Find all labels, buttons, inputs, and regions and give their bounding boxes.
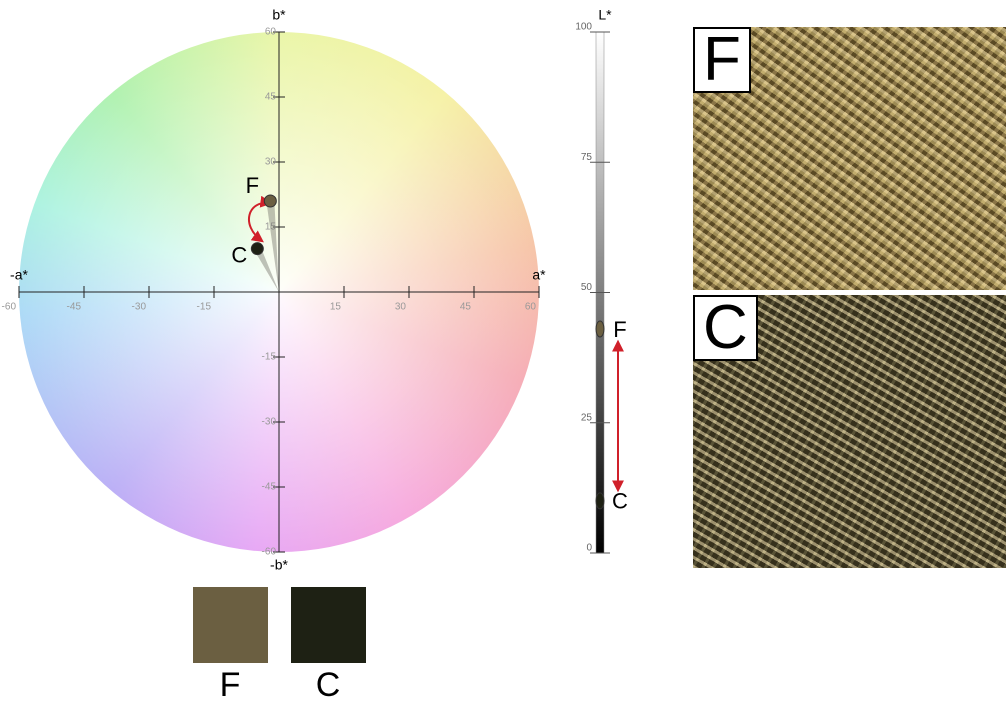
axis-label: -b*: [270, 557, 288, 573]
x-tick-label: 60: [525, 302, 537, 313]
point-label: C: [231, 242, 247, 267]
swatch: [291, 587, 366, 663]
y-tick-label: -45: [262, 482, 277, 493]
swatch-label: F: [220, 666, 241, 702]
chart: -60 -45 -30 -15 15 30 45 60 -60 -45 -30 -15 15 30 45 60…: [2, 7, 629, 702]
point: [595, 492, 605, 510]
point: [595, 320, 605, 338]
y-tick-label: 0: [586, 543, 592, 554]
point-label: F: [613, 317, 626, 342]
photo: F: [693, 27, 1006, 290]
axis-label: -a*: [10, 267, 28, 283]
photo-label: C: [693, 295, 758, 361]
y-tick-label: 15: [265, 222, 277, 233]
y-tick-label: 100: [575, 22, 592, 33]
photo: C: [693, 295, 1006, 568]
x-tick-label: 30: [395, 302, 407, 313]
y-tick-label: 30: [265, 157, 277, 168]
y-tick-label: 60: [265, 27, 277, 38]
y-tick-label: -60: [262, 547, 277, 558]
point-label: F: [246, 173, 259, 198]
swatch: [193, 587, 268, 663]
point-label: C: [612, 489, 628, 514]
y-tick-label: 75: [581, 152, 593, 163]
swatch-label: C: [316, 666, 341, 702]
x-tick-label: -45: [67, 302, 82, 313]
x-tick-label: -15: [197, 302, 212, 313]
wedge: [253, 248, 279, 292]
axis-label: b*: [272, 7, 286, 23]
y-tick-label: 25: [581, 412, 593, 423]
point: [250, 242, 264, 256]
x-tick-label: -60: [2, 302, 17, 313]
point: [263, 194, 277, 208]
y-tick-label: 50: [581, 282, 593, 293]
x-tick-label: 45: [460, 302, 472, 313]
wedge: [266, 201, 279, 292]
x-tick-label: -30: [132, 302, 147, 313]
axis-label: L*: [598, 7, 612, 23]
photo-label: F: [693, 27, 751, 93]
y-tick-label: -15: [262, 352, 277, 363]
y-tick-label: -30: [262, 417, 277, 428]
axis-label: a*: [532, 267, 546, 283]
x-tick-label: 15: [330, 302, 342, 313]
y-tick-label: 45: [265, 92, 277, 103]
